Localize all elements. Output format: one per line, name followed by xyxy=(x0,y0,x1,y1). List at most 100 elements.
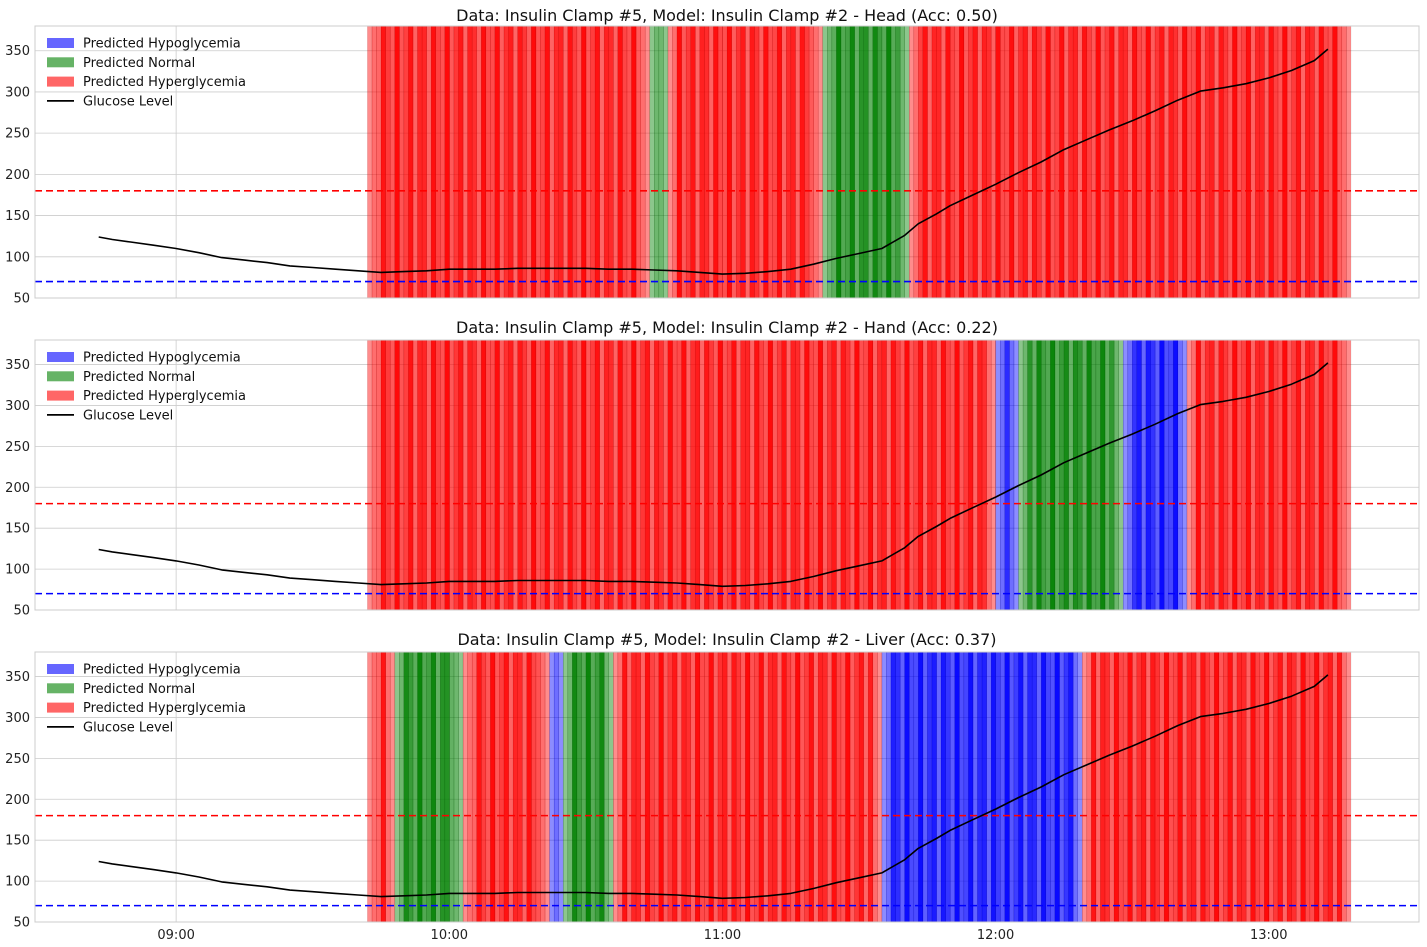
legend-swatch-hyper xyxy=(47,76,74,87)
prediction-band xyxy=(631,339,637,611)
legend-label: Predicted Hypoglycemia xyxy=(83,663,241,678)
prediction-band xyxy=(927,651,933,923)
prediction-band xyxy=(990,651,997,923)
prediction-band xyxy=(1200,339,1206,611)
prediction-band xyxy=(749,339,755,611)
prediction-band xyxy=(817,651,824,923)
y-tick-label: 200 xyxy=(5,168,30,183)
prediction-span-hyper xyxy=(367,25,651,299)
prediction-band xyxy=(581,339,587,611)
prediction-band xyxy=(949,339,956,611)
prediction-band xyxy=(1013,339,1019,611)
prediction-span-hyper xyxy=(462,651,550,923)
prediction-band xyxy=(826,25,833,299)
x-tick-label: 11:00 xyxy=(704,928,741,943)
prediction-band xyxy=(1045,25,1051,299)
prediction-band xyxy=(1209,25,1215,299)
prediction-band xyxy=(1018,339,1024,611)
prediction-band xyxy=(877,339,883,611)
prediction-band xyxy=(890,339,896,611)
prediction-band xyxy=(1227,651,1233,923)
prediction-band xyxy=(385,651,391,923)
prediction-band xyxy=(553,339,560,611)
prediction-band xyxy=(440,651,446,923)
prediction-band xyxy=(854,339,860,611)
legend-label: Predicted Normal xyxy=(83,370,195,385)
prediction-band xyxy=(1282,339,1288,611)
prediction-band xyxy=(376,339,382,611)
prediction-band xyxy=(608,339,614,611)
prediction-band xyxy=(817,25,824,299)
prediction-band xyxy=(544,651,550,923)
prediction-band xyxy=(644,25,651,299)
prediction-band xyxy=(490,651,496,923)
prediction-band xyxy=(681,25,687,299)
prediction-band xyxy=(467,339,473,611)
prediction-band xyxy=(963,25,969,299)
prediction-band xyxy=(1177,651,1183,923)
prediction-band xyxy=(1309,339,1315,611)
prediction-band xyxy=(1236,339,1242,611)
prediction-band xyxy=(1136,651,1142,923)
prediction-band xyxy=(740,651,746,923)
prediction-band xyxy=(526,339,532,611)
prediction-band xyxy=(972,339,978,611)
prediction-band xyxy=(562,339,569,611)
prediction-band xyxy=(1013,25,1019,299)
prediction-band xyxy=(1227,339,1233,611)
prediction-band xyxy=(1191,651,1197,923)
prediction-band xyxy=(508,339,514,611)
prediction-band xyxy=(367,651,373,923)
prediction-band xyxy=(813,651,819,923)
prediction-band xyxy=(499,651,505,923)
prediction-band xyxy=(590,339,596,611)
prediction-band xyxy=(767,339,774,611)
prediction-band xyxy=(412,651,418,923)
prediction-band xyxy=(1259,651,1265,923)
prediction-band xyxy=(462,25,468,299)
prediction-band xyxy=(1241,339,1247,611)
prediction-band xyxy=(995,25,1001,299)
prediction-band xyxy=(1132,25,1138,299)
prediction-span-hyper xyxy=(613,651,883,923)
prediction-band xyxy=(1145,651,1151,923)
prediction-band xyxy=(977,25,983,299)
prediction-band xyxy=(444,25,450,299)
prediction-band xyxy=(972,25,978,299)
prediction-band xyxy=(763,651,769,923)
prediction-band xyxy=(503,25,509,299)
prediction-band xyxy=(1141,25,1147,299)
prediction-band xyxy=(1077,651,1083,923)
prediction-band xyxy=(899,651,906,923)
prediction-band xyxy=(754,651,760,923)
prediction-band xyxy=(1177,25,1183,299)
prediction-band xyxy=(931,339,937,611)
prediction-band xyxy=(635,651,641,923)
prediction-band xyxy=(963,651,969,923)
prediction-band xyxy=(399,25,405,299)
prediction-band xyxy=(503,651,509,923)
prediction-band xyxy=(1336,25,1343,299)
legend-swatch-normal xyxy=(47,57,74,68)
prediction-band xyxy=(1163,651,1170,923)
prediction-band xyxy=(1268,651,1274,923)
prediction-band xyxy=(412,339,418,611)
prediction-band xyxy=(804,339,810,611)
prediction-band xyxy=(417,651,423,923)
prediction-band xyxy=(1264,25,1270,299)
prediction-band xyxy=(394,25,400,299)
prediction-band xyxy=(394,651,400,923)
prediction-band xyxy=(745,651,751,923)
prediction-band xyxy=(758,25,764,299)
prediction-band xyxy=(1254,25,1261,299)
prediction-band xyxy=(367,339,373,611)
y-tick-label: 300 xyxy=(5,399,30,414)
prediction-span-hyper xyxy=(1186,339,1352,611)
prediction-band xyxy=(790,651,796,923)
prediction-band xyxy=(485,25,491,299)
prediction-band xyxy=(1068,339,1074,611)
prediction-band xyxy=(913,25,919,299)
prediction-band xyxy=(544,339,550,611)
prediction-band xyxy=(471,25,478,299)
prediction-band xyxy=(1068,651,1074,923)
